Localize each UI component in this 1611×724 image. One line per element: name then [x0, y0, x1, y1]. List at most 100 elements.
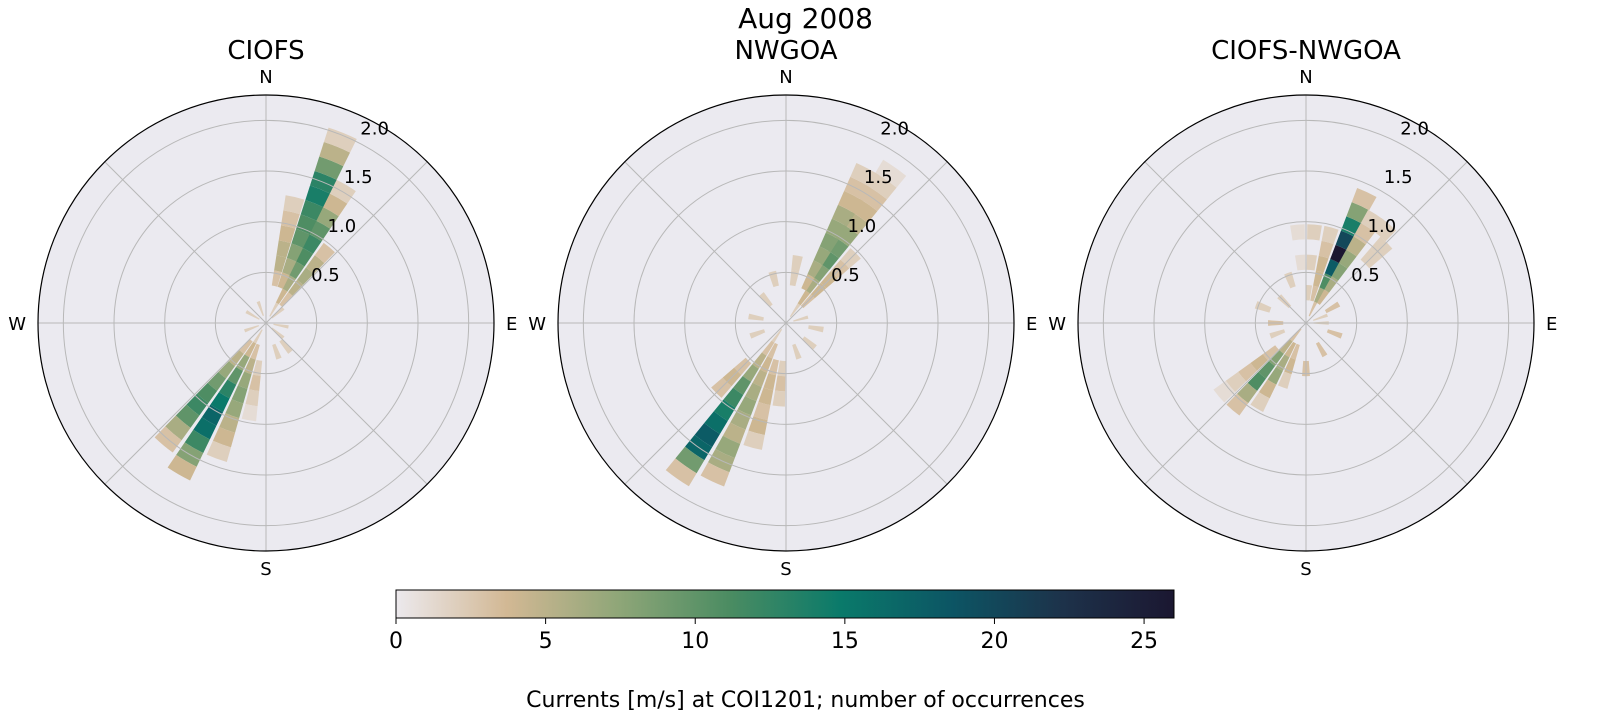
angular-gridline [624, 161, 787, 324]
angular-gridline [1305, 322, 1468, 485]
radial-tick-label: 2.0 [1400, 118, 1429, 139]
colorbar-tick-label: 20 [980, 629, 1008, 654]
bin [813, 246, 831, 266]
bin [239, 339, 253, 354]
bin [295, 247, 314, 267]
bins [665, 159, 907, 487]
bin [289, 261, 305, 280]
bin [723, 387, 744, 408]
bin [763, 373, 777, 391]
bin [675, 446, 705, 474]
bin [206, 440, 231, 462]
bin [875, 159, 907, 188]
bin [288, 279, 304, 296]
bin [305, 185, 330, 208]
bin [1316, 289, 1330, 305]
bin [212, 426, 236, 448]
bin [1324, 259, 1340, 277]
bin [1310, 285, 1319, 302]
bin [1269, 329, 1286, 339]
bin [1326, 329, 1343, 339]
direction-label-w: W [528, 314, 546, 335]
bin [237, 371, 252, 389]
radial-tick-label: 1.5 [344, 167, 373, 188]
bin [742, 364, 759, 382]
bin [296, 214, 317, 235]
bin [1346, 202, 1370, 224]
bin [271, 327, 285, 339]
radial-tick-label: 2.0 [880, 118, 909, 139]
bin [772, 390, 786, 407]
panel-title-ciofs: CIOFS [227, 36, 305, 66]
bin [1315, 255, 1329, 273]
bin [1346, 236, 1366, 257]
radial-tick-label: 1.5 [1384, 167, 1413, 188]
bin [1247, 371, 1267, 391]
bin [1237, 382, 1258, 404]
bin [1331, 263, 1348, 281]
bin [219, 413, 240, 433]
bin [802, 336, 817, 350]
colorbar-gradient [395, 589, 1175, 619]
bin [820, 251, 839, 271]
bin [218, 361, 235, 379]
bin [1314, 287, 1325, 304]
bin [1353, 223, 1376, 245]
bin [791, 254, 803, 272]
bin [1267, 366, 1283, 385]
direction-label-e: E [506, 314, 517, 335]
bin [737, 395, 757, 416]
bin [319, 142, 351, 167]
bin [165, 415, 191, 441]
bin [789, 303, 801, 318]
direction-label-s: S [780, 559, 791, 580]
bin [274, 255, 287, 273]
polar-panel-2: 0.5 1.0 1.5 2.0 N E S W [1048, 67, 1557, 580]
bin [743, 430, 765, 450]
bin [771, 328, 783, 343]
colorbar-tick-label: 5 [539, 629, 553, 654]
angular-gridline [104, 161, 267, 324]
bin [694, 423, 720, 448]
polar-frame [1077, 94, 1535, 552]
bin [231, 385, 248, 404]
direction-label-s: S [1300, 559, 1311, 580]
bin [207, 371, 227, 391]
bin [244, 341, 257, 358]
bin [252, 359, 263, 376]
colorbar-tick-label: 15 [831, 629, 859, 654]
bin [201, 404, 224, 426]
bin [244, 325, 260, 333]
bin [253, 329, 263, 344]
bin [819, 232, 839, 253]
bin [275, 288, 288, 305]
colorbar-label: Currents [m/s] at COI1201; number of occ… [526, 688, 1085, 713]
bin [1284, 341, 1297, 358]
bin [210, 392, 230, 412]
bin [1351, 187, 1377, 211]
radial-tick-label: 1.0 [328, 216, 357, 237]
bin [1324, 301, 1341, 314]
direction-label-s: S [260, 559, 271, 580]
bin [245, 389, 260, 407]
bin [730, 409, 751, 430]
bin [825, 218, 847, 240]
bin [283, 195, 305, 215]
polar-panel-1: 0.5 1.0 1.5 2.0 N E S W [528, 67, 1037, 580]
bin [197, 382, 218, 404]
radial-tick-label: 2.0 [360, 118, 389, 139]
bin [1258, 361, 1275, 379]
bin [1279, 339, 1293, 354]
bin [314, 156, 344, 180]
bins [1213, 187, 1397, 416]
direction-label-w: W [8, 314, 26, 335]
bin [838, 190, 864, 214]
bin [323, 127, 357, 153]
bin [1290, 328, 1302, 342]
direction-label-w: W [1048, 314, 1066, 335]
bin [305, 255, 325, 275]
bin [186, 393, 209, 416]
bin [279, 339, 293, 354]
bin [1262, 345, 1279, 361]
bin [1315, 341, 1328, 358]
